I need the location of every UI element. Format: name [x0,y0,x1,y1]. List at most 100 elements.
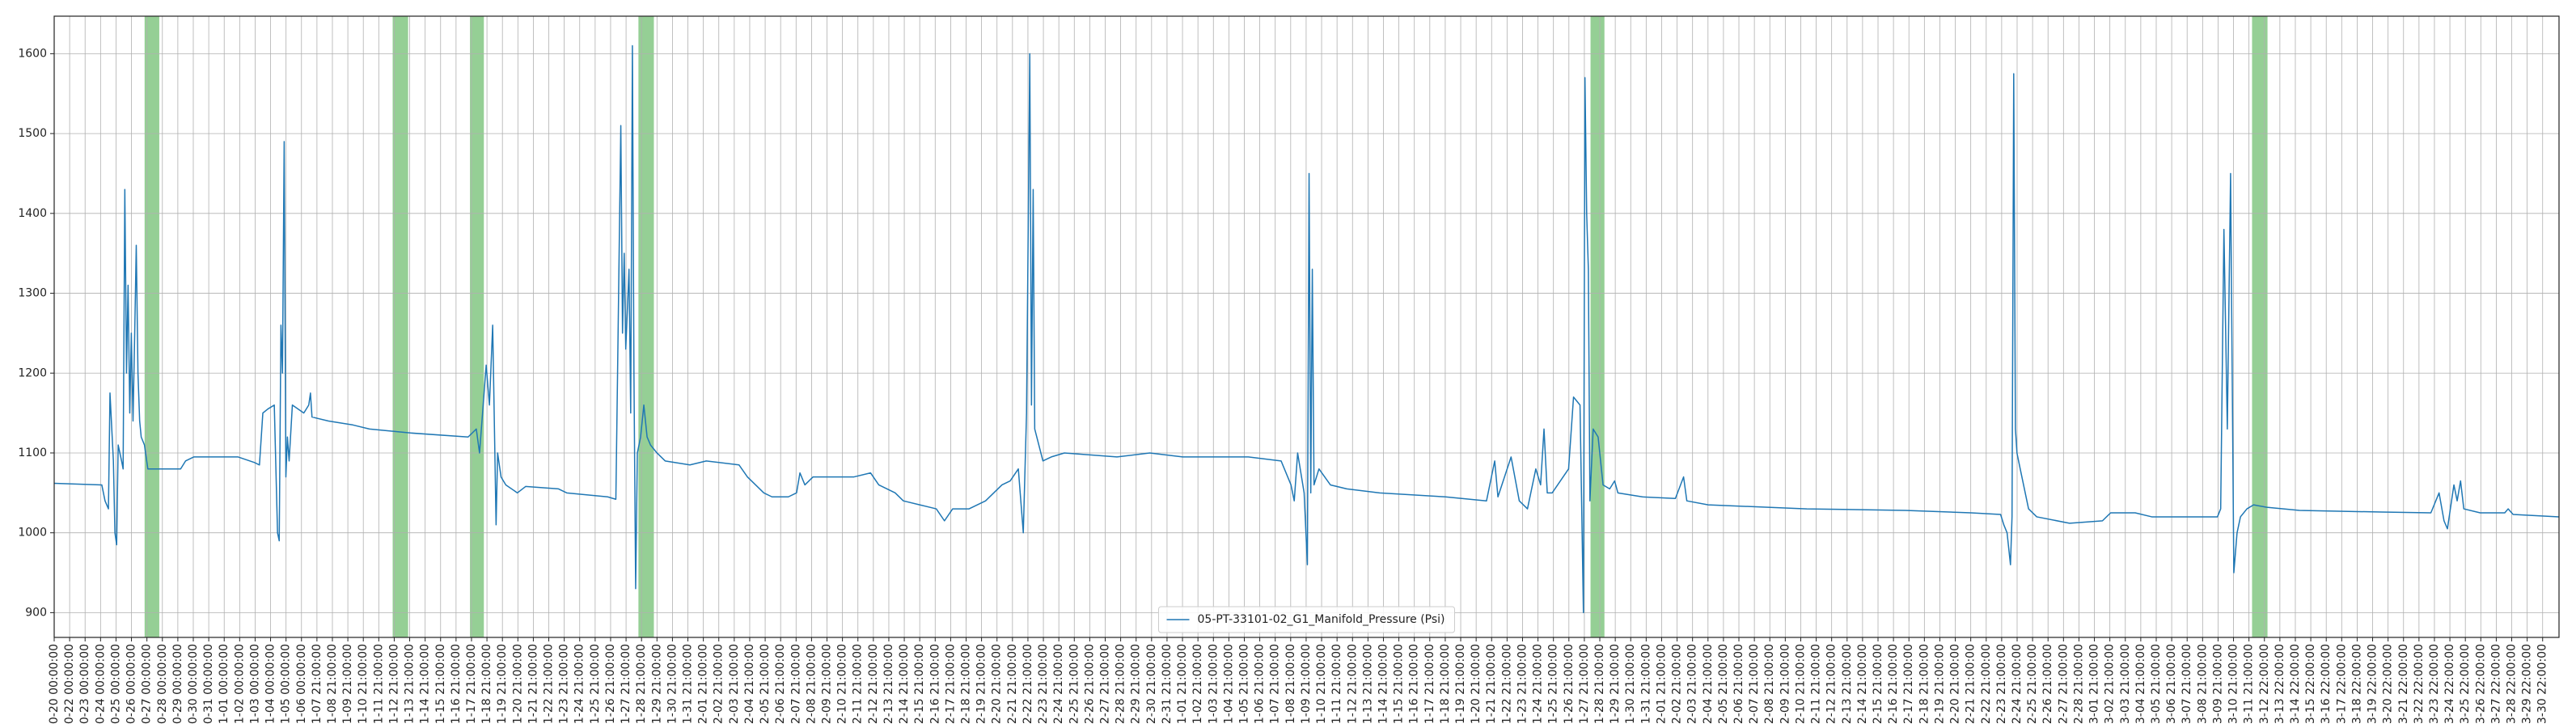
x-tick-label: 1-01 00:00:00 [218,644,231,724]
x-tick-label: 2-14 21:00:00 [898,644,911,724]
x-tick-label: 3-30 22:00:00 [2536,644,2549,724]
x-tick-label: 2-14 21:00:00 [1856,644,1869,724]
x-tick-label: 2-12 21:00:00 [1825,644,1838,724]
x-tick-label: 1-29 21:00:00 [650,644,663,724]
x-tick-label: 2-25 21:00:00 [1068,644,1081,724]
x-tick-label: 1-31 21:00:00 [682,644,695,724]
x-tick-label: 3-08 21:00:00 [2196,644,2209,724]
x-tick-label: 2-26 21:00:00 [2041,644,2054,724]
x-tick-label: 3-02 21:00:00 [2104,644,2117,724]
x-tick-label: 2-22 21:00:00 [1022,644,1034,724]
x-tick-label: 3-10 21:00:00 [2227,644,2240,724]
x-tick-label: 0-23 00:00:00 [78,644,91,724]
x-tick-label: 3-27 22:00:00 [2489,644,2502,724]
x-tick-label: 1-19 21:00:00 [1454,644,1467,724]
x-tick-label: 3-12 22:00:00 [2258,644,2271,724]
y-tick-label: 1200 [18,366,47,379]
x-tick-label: 2-17 21:00:00 [944,644,957,724]
x-tick-label: 1-02 00:00:00 [233,644,246,724]
x-tick-label: 1-27 21:00:00 [1578,644,1591,724]
x-tick-label: 3-22 22:00:00 [2413,644,2426,724]
x-tick-label: 1-28 21:00:00 [635,644,648,724]
x-tick-label: 2-07 21:00:00 [1748,644,1761,724]
x-tick-label: 1-08 21:00:00 [1284,644,1297,724]
x-tick-label: 2-08 21:00:00 [1763,644,1776,724]
x-tick-label: 1-05 21:00:00 [1237,644,1250,724]
x-tick-label: 0-24 00:00:00 [94,644,107,724]
x-tick-label: 3-03 21:00:00 [2119,644,2132,724]
x-tick-label: 2-27 21:00:00 [1098,644,1111,724]
x-tick-label: 1-18 21:00:00 [480,644,493,724]
x-tick-label: 2-09 21:00:00 [821,644,834,724]
x-tick-label: 1-30 21:00:00 [1624,644,1637,724]
y-tick-label: 1100 [18,447,47,459]
x-tick-label: 1-21 21:00:00 [527,644,539,724]
x-tick-label: 1-21 21:00:00 [1485,644,1498,724]
x-tick-label: 0-30 00:00:00 [187,644,200,724]
x-tick-label: 3-29 22:00:00 [2521,644,2534,724]
x-tick-label: 2-18 21:00:00 [960,644,973,724]
x-tick-label: 3-21 22:00:00 [2397,644,2410,724]
x-tick-label: 1-17 21:00:00 [465,644,478,724]
x-tick-label: 3-05 21:00:00 [2150,644,2163,724]
x-tick-label: 2-20 21:00:00 [1949,644,1962,724]
x-tick-label: 2-24 21:00:00 [2011,644,2024,724]
x-tick-label: 2-01 21:00:00 [1655,644,1668,724]
x-tick-label: 2-22 21:00:00 [1980,644,1993,724]
x-tick-label: 2-16 21:00:00 [1887,644,1900,724]
x-tick-label: 2-20 21:00:00 [991,644,1004,724]
x-tick-label: 2-28 21:00:00 [2072,644,2085,724]
x-tick-label: 1-23 21:00:00 [558,644,571,724]
highlight-span [2252,16,2268,637]
x-tick-label: 2-19 21:00:00 [1933,644,1946,724]
x-tick-label: 3-01 21:00:00 [2088,644,2101,724]
x-tick-label: 1-19 21:00:00 [496,644,509,724]
highlight-span [638,16,654,637]
x-tick-label: 2-19 21:00:00 [975,644,988,724]
highlight-span [144,16,159,637]
x-tick-label: 0-31 00:00:00 [202,644,215,724]
x-tick-label: 2-18 21:00:00 [1918,644,1931,724]
x-tick-label: 2-26 21:00:00 [1083,644,1096,724]
x-tick-label: 3-28 22:00:00 [2506,644,2519,724]
x-tick-label: 3-13 22:00:00 [2274,644,2286,724]
x-tick-label: 1-25 21:00:00 [1547,644,1560,724]
highlight-span [392,16,408,637]
x-tick-label: 1-03 00:00:00 [248,644,261,724]
x-tick-label: 1-02 21:00:00 [1191,644,1204,724]
x-tick-label: 2-03 21:00:00 [1686,644,1699,724]
x-tick-label: 2-01 21:00:00 [697,644,710,724]
x-tick-label: 1-16 21:00:00 [1408,644,1421,724]
x-tick-label: 1-13 21:00:00 [404,644,417,724]
x-tick-label: 3-14 22:00:00 [2289,644,2302,724]
x-tick-label: 2-10 21:00:00 [836,644,849,724]
x-tick-label: 1-29 21:00:00 [1609,644,1622,724]
x-tick-label: 1-30 21:00:00 [666,644,679,724]
x-tick-label: 3-17 22:00:00 [2335,644,2348,724]
x-tick-label: 1-16 21:00:00 [450,644,463,724]
x-tick-label: 3-20 22:00:00 [2382,644,2395,724]
y-tick-label: 1400 [18,207,47,220]
data-line [53,44,2560,614]
x-tick-label: 2-13 21:00:00 [1841,644,1854,724]
x-tick-label: 3-07 21:00:00 [2181,644,2193,724]
x-tick-label: 2-02 21:00:00 [1671,644,1684,724]
x-tick-label: 2-15 21:00:00 [1872,644,1884,724]
x-tick-label: 3-06 21:00:00 [2165,644,2178,724]
x-tick-label: 1-15 21:00:00 [1393,644,1406,724]
x-tick-label: 2-15 21:00:00 [913,644,926,724]
x-tick-label: 2-17 21:00:00 [1902,644,1915,724]
x-tick-label: 2-06 21:00:00 [1732,644,1745,724]
x-tick-label: 1-14 21:00:00 [1377,644,1390,724]
x-tick-label: 2-23 21:00:00 [1037,644,1050,724]
x-tick-label: 1-11 21:00:00 [1330,644,1343,724]
x-tick-label: 3-04 21:00:00 [2134,644,2147,724]
legend: 05-PT-33101-02_G1_Manifold_Pressure (Psi… [1158,606,1455,633]
y-tick-label: 1000 [18,527,47,540]
x-tick-label: 2-31 21:00:00 [1161,644,1174,724]
x-tick-label: 1-11 21:00:00 [372,644,385,724]
x-tick-label: 1-22 21:00:00 [543,644,556,724]
x-tick-label: 2-04 21:00:00 [743,644,756,724]
x-tick-label: 1-27 21:00:00 [620,644,632,724]
x-tick-label: 2-05 21:00:00 [759,644,772,724]
